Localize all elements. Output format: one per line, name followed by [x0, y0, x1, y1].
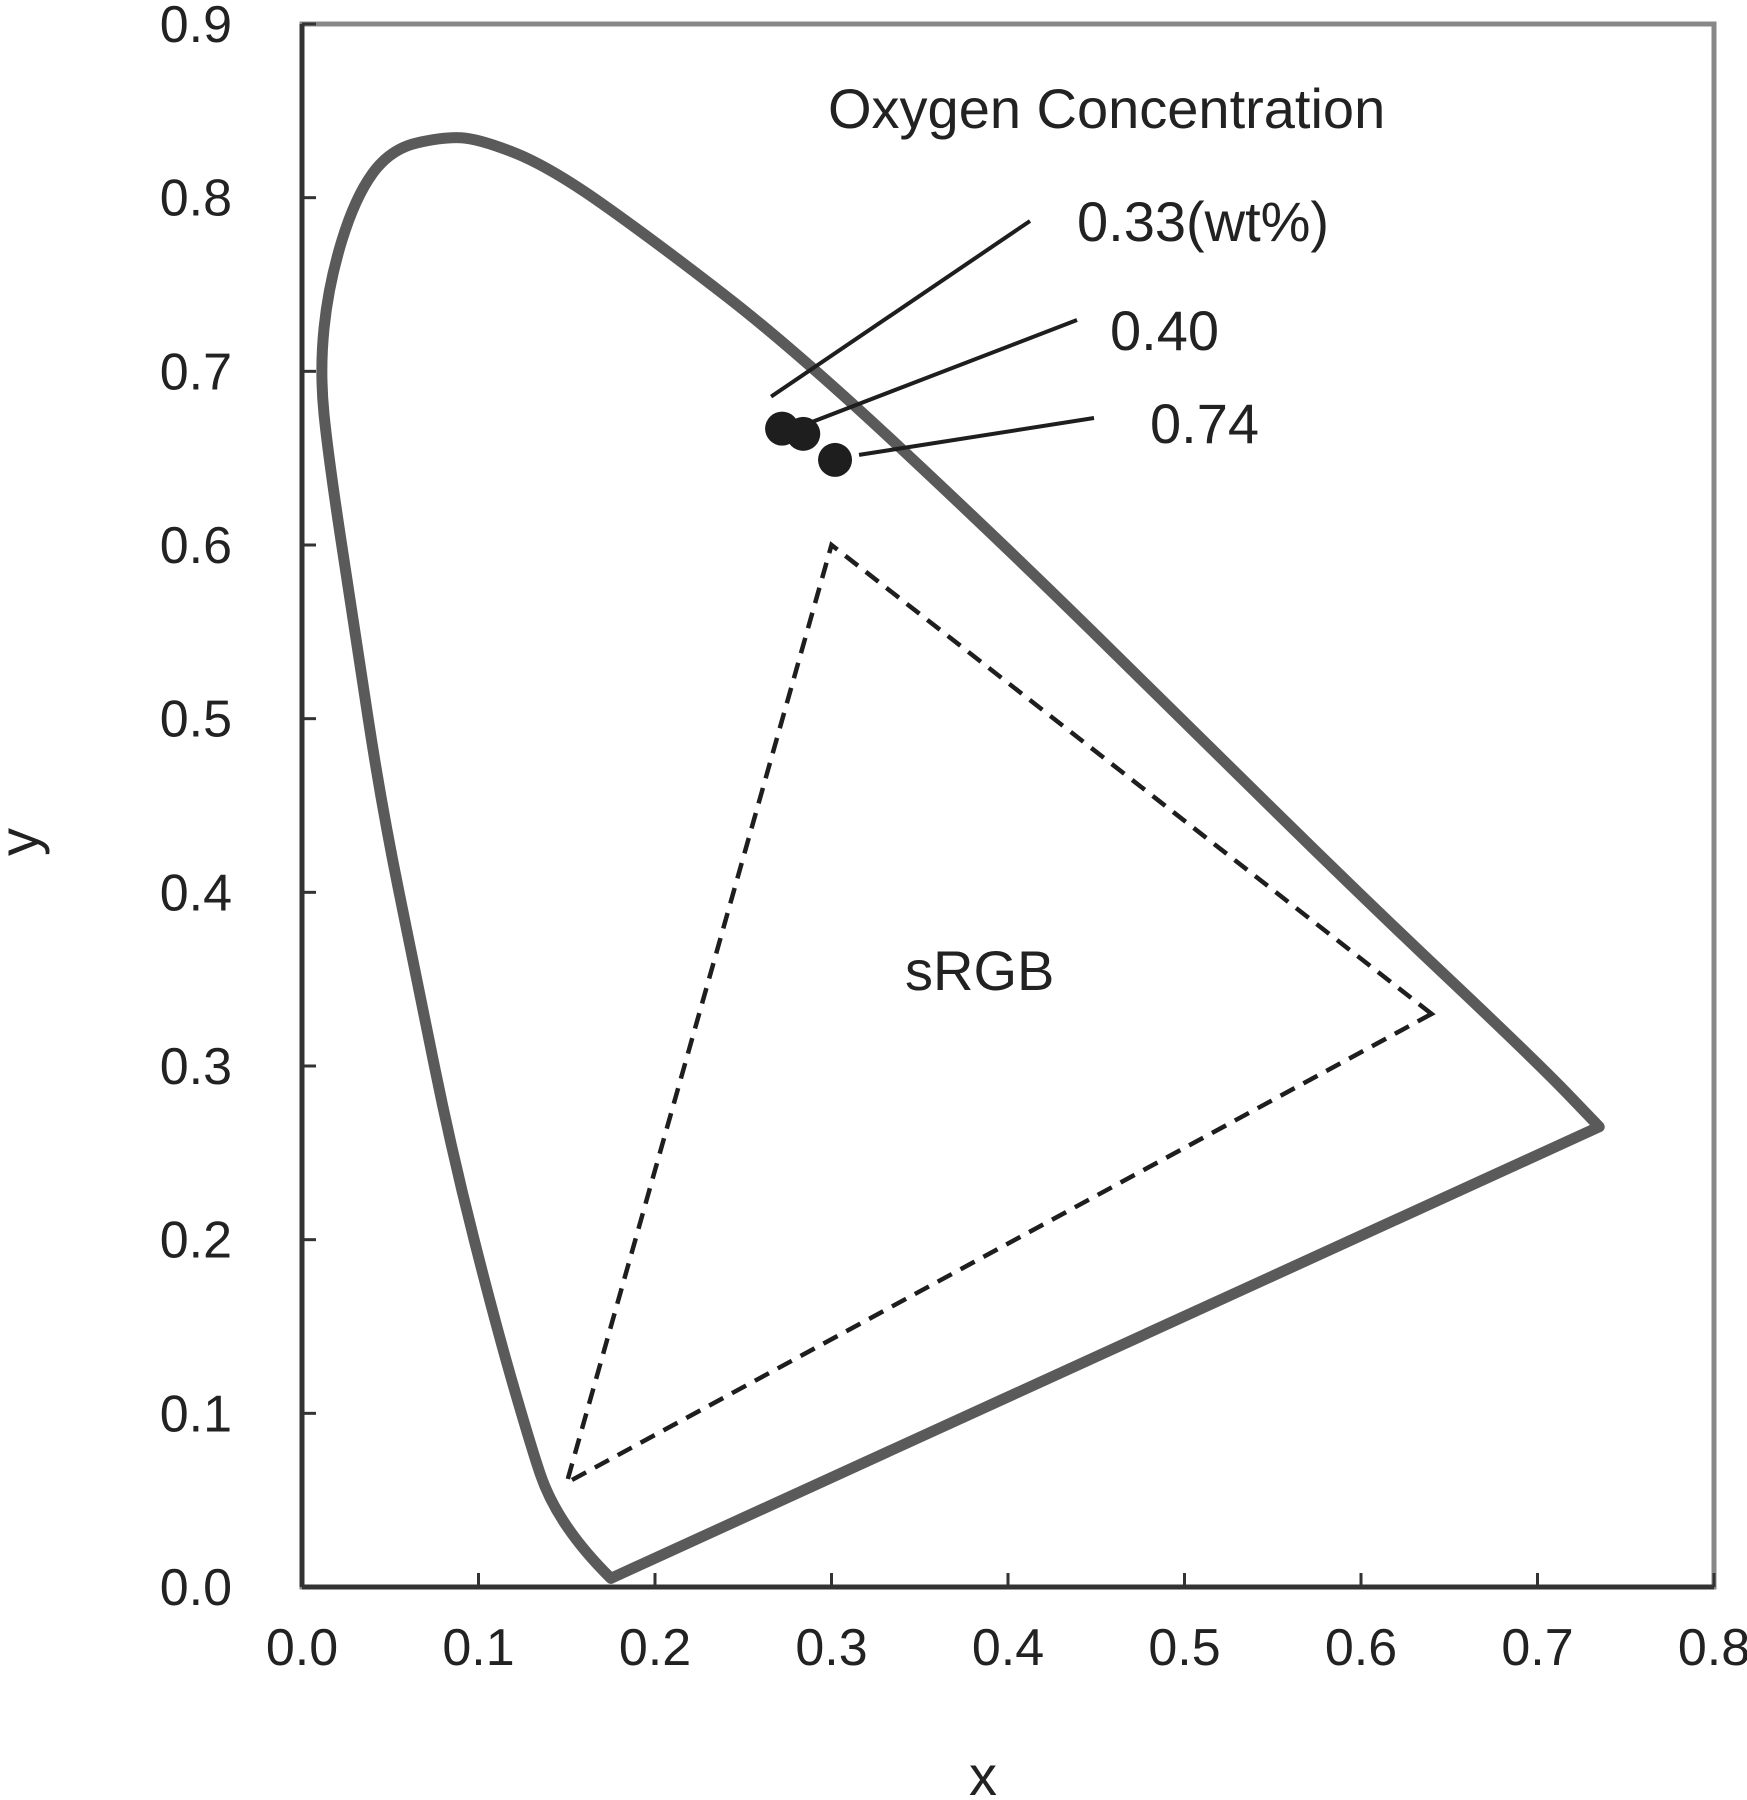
srgb-triangle [563, 541, 1436, 1488]
spectral-locus [316, 132, 1605, 1584]
y-tick-label-2: 0.2 [160, 1212, 232, 1270]
x-tick-label-8: 0.8 [1678, 1619, 1747, 1677]
x-tick-label-7: 0.7 [1501, 1619, 1573, 1677]
y-tick-label-8: 0.8 [160, 170, 232, 228]
x-tick-label-2: 0.2 [619, 1619, 691, 1677]
y-tick-label-5: 0.5 [160, 691, 232, 749]
x-tick-label-1: 0.1 [442, 1619, 514, 1677]
leader-lines-layer [769, 219, 1095, 457]
group-title: Oxygen Concentration [828, 77, 1385, 140]
y-axis-ticks: 0.0 0.1 0.2 0.3 0.4 0.5 0.6 0.7 0.8 0.9 [160, 0, 316, 1617]
y-tick-label-7: 0.7 [160, 343, 232, 401]
y-tick-label-3: 0.3 [160, 1038, 232, 1096]
y-tick-label-9: 0.9 [160, 0, 232, 54]
x-tick-label-0: 0.0 [266, 1619, 338, 1677]
srgb-triangle-layer [563, 541, 1436, 1488]
spectral-locus-layer [316, 132, 1605, 1584]
x-tick-label-5: 0.5 [1148, 1619, 1220, 1677]
y-tick-label-0: 0.0 [160, 1559, 232, 1617]
point-label-2: 0.74 [1150, 392, 1259, 455]
y-tick-label-6: 0.6 [160, 517, 232, 575]
x-tick-label-6: 0.6 [1325, 1619, 1397, 1677]
x-tick-label-3: 0.3 [795, 1619, 867, 1677]
leader-line-0 [769, 219, 1032, 399]
leader-line-2 [858, 416, 1095, 457]
plot-frame [299, 21, 1717, 1590]
y-tick-label-4: 0.4 [160, 864, 232, 922]
srgb-label: sRGB [905, 939, 1054, 1002]
y-axis-title: y [0, 828, 50, 856]
x-axis-title: x [969, 1744, 997, 1800]
data-points-layer [765, 411, 853, 477]
x-tick-label-4: 0.4 [972, 1619, 1044, 1677]
data-point-1 [786, 416, 821, 451]
x-axis-ticks: 0.0 0.1 0.2 0.3 0.4 0.5 0.6 0.7 0.8 [266, 1573, 1747, 1677]
point-label-1: 0.40 [1110, 299, 1219, 362]
point-label-0: 0.33(wt%) [1077, 190, 1329, 253]
leader-line-1 [811, 318, 1078, 424]
y-tick-label-1: 0.1 [160, 1385, 232, 1443]
data-point-2 [818, 442, 853, 477]
plot-frame-layer [299, 21, 1717, 1590]
